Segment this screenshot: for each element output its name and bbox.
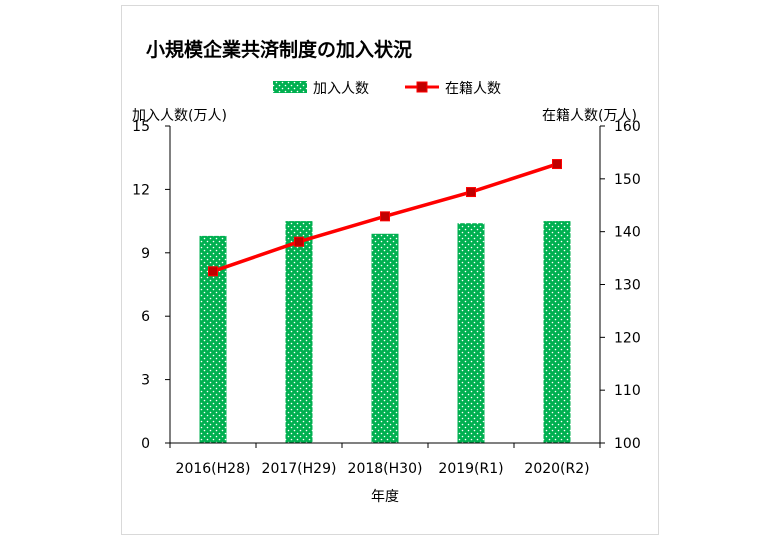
bar <box>543 221 571 443</box>
x-tick-label: 2019(R1) <box>438 461 503 477</box>
y-right-axis-title: 在籍人数(万人) <box>542 107 637 124</box>
y-left-tick-label: 12 <box>132 182 150 198</box>
y-left-tick-label: 15 <box>132 119 150 135</box>
x-tick-label: 2020(R2) <box>524 461 589 477</box>
bar <box>371 233 399 443</box>
chart-area: 小規模企業共済制度の加入状況 加入人数 在籍人数 加入人数(万人) 在籍人数(万… <box>121 5 659 535</box>
y-right-tick-label: 150 <box>614 172 641 188</box>
y-right-tick-label: 120 <box>614 330 641 346</box>
y-left-tick-label: 0 <box>141 436 150 452</box>
line-point <box>466 187 476 198</box>
y-left-tick-label: 6 <box>141 309 150 325</box>
line-point <box>208 266 218 277</box>
y-left-axis-title: 加入人数(万人) <box>132 108 227 124</box>
chart-title: 小規模企業共済制度の加入状況 <box>146 38 412 61</box>
line-point <box>552 159 562 170</box>
bar <box>285 221 313 443</box>
legend-bar-label: 加入人数 <box>313 81 369 97</box>
y-right-tick-label: 130 <box>614 278 641 294</box>
legend-line-marker <box>416 81 428 93</box>
x-tick-label: 2016(H28) <box>176 461 251 477</box>
legend-bar-swatch <box>273 81 307 93</box>
bar <box>457 223 485 443</box>
line-point <box>294 236 304 247</box>
chart-svg: 小規模企業共済制度の加入状況 加入人数 在籍人数 加入人数(万人) 在籍人数(万… <box>132 38 641 505</box>
y-right-tick-label: 160 <box>614 119 641 135</box>
y-right-tick-label: 100 <box>614 436 641 452</box>
legend-line-label: 在籍人数 <box>445 80 501 97</box>
line-point <box>380 211 390 222</box>
y-left-tick-label: 9 <box>141 246 150 262</box>
y-right-tick-label: 140 <box>614 225 641 241</box>
y-left-tick-label: 3 <box>141 373 150 389</box>
plot-area: 0 3 6 9 12 15 100 110 120 130 140 150 160 2016(H28) 20… <box>132 119 641 477</box>
x-tick-label: 2017(H29) <box>262 461 337 477</box>
legend: 加入人数 在籍人数 <box>273 80 501 97</box>
x-tick-label: 2018(H30) <box>348 461 423 477</box>
y-right-tick-label: 110 <box>614 383 641 399</box>
x-axis-title: 年度 <box>371 489 399 505</box>
